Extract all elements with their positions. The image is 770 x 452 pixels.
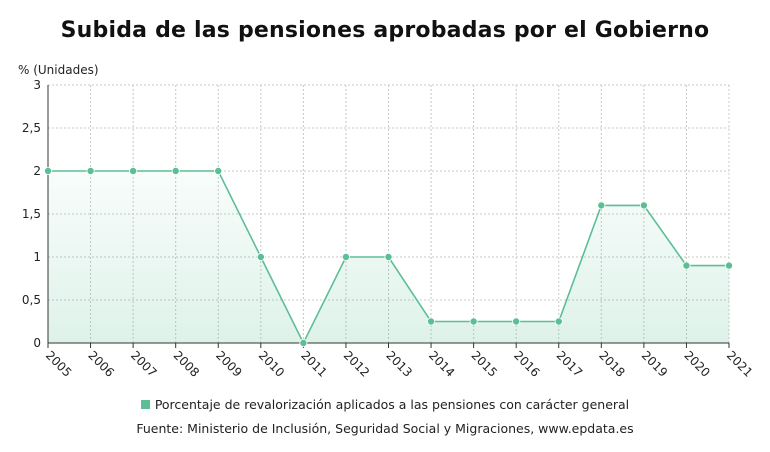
data-point xyxy=(86,166,95,175)
y-axis-label: % (Unidades) xyxy=(18,63,99,77)
data-point xyxy=(427,317,436,326)
x-tick-label: 2020 xyxy=(681,348,712,379)
y-tick-label: 2 xyxy=(33,164,41,178)
data-point xyxy=(171,166,180,175)
x-tick-label: 2008 xyxy=(171,348,202,379)
x-tick-label: 2021 xyxy=(724,348,755,379)
x-tick-label: 2009 xyxy=(213,348,244,379)
data-point xyxy=(341,252,350,261)
x-tick-label: 2007 xyxy=(128,348,159,379)
x-tick-label: 2014 xyxy=(426,348,457,379)
x-tick-label: 2010 xyxy=(256,348,287,379)
y-tick-label: 2,5 xyxy=(22,121,41,135)
x-tick-label: 2017 xyxy=(554,348,585,379)
data-point xyxy=(639,201,648,210)
x-tick-label: 2016 xyxy=(511,348,542,379)
x-tick-label: 2005 xyxy=(43,348,74,379)
data-point xyxy=(214,166,223,175)
data-point xyxy=(597,201,606,210)
data-point xyxy=(725,261,734,270)
x-tick-label: 2006 xyxy=(85,348,116,379)
source-note: Fuente: Ministerio de Inclusión, Segurid… xyxy=(136,421,634,436)
x-tick-label: 2011 xyxy=(298,348,329,379)
y-tick-label: 0 xyxy=(33,336,41,350)
data-point xyxy=(384,252,393,261)
legend: Porcentaje de revalorización aplicados a… xyxy=(0,397,770,412)
data-point xyxy=(512,317,521,326)
legend-label: Porcentaje de revalorización aplicados a… xyxy=(154,397,630,412)
x-tick-label: 2019 xyxy=(639,348,670,379)
data-point xyxy=(44,166,53,175)
x-tick-label: 2013 xyxy=(383,348,414,379)
x-tick-label: 2012 xyxy=(341,348,372,379)
legend-swatch xyxy=(140,400,150,409)
y-tick-label: 3 xyxy=(33,78,41,92)
y-tick-label: 1,5 xyxy=(22,207,41,221)
data-point xyxy=(299,338,308,347)
x-tick-label: 2015 xyxy=(469,348,500,379)
x-tick-label: 2018 xyxy=(596,348,627,379)
data-point xyxy=(682,261,691,270)
chart-title: Subida de las pensiones aprobadas por el… xyxy=(60,18,710,43)
data-point xyxy=(469,317,478,326)
data-point xyxy=(256,252,265,261)
y-tick-label: 1 xyxy=(33,250,41,264)
y-tick-label: 0,5 xyxy=(22,293,41,307)
data-point xyxy=(129,166,138,175)
data-point xyxy=(554,317,563,326)
